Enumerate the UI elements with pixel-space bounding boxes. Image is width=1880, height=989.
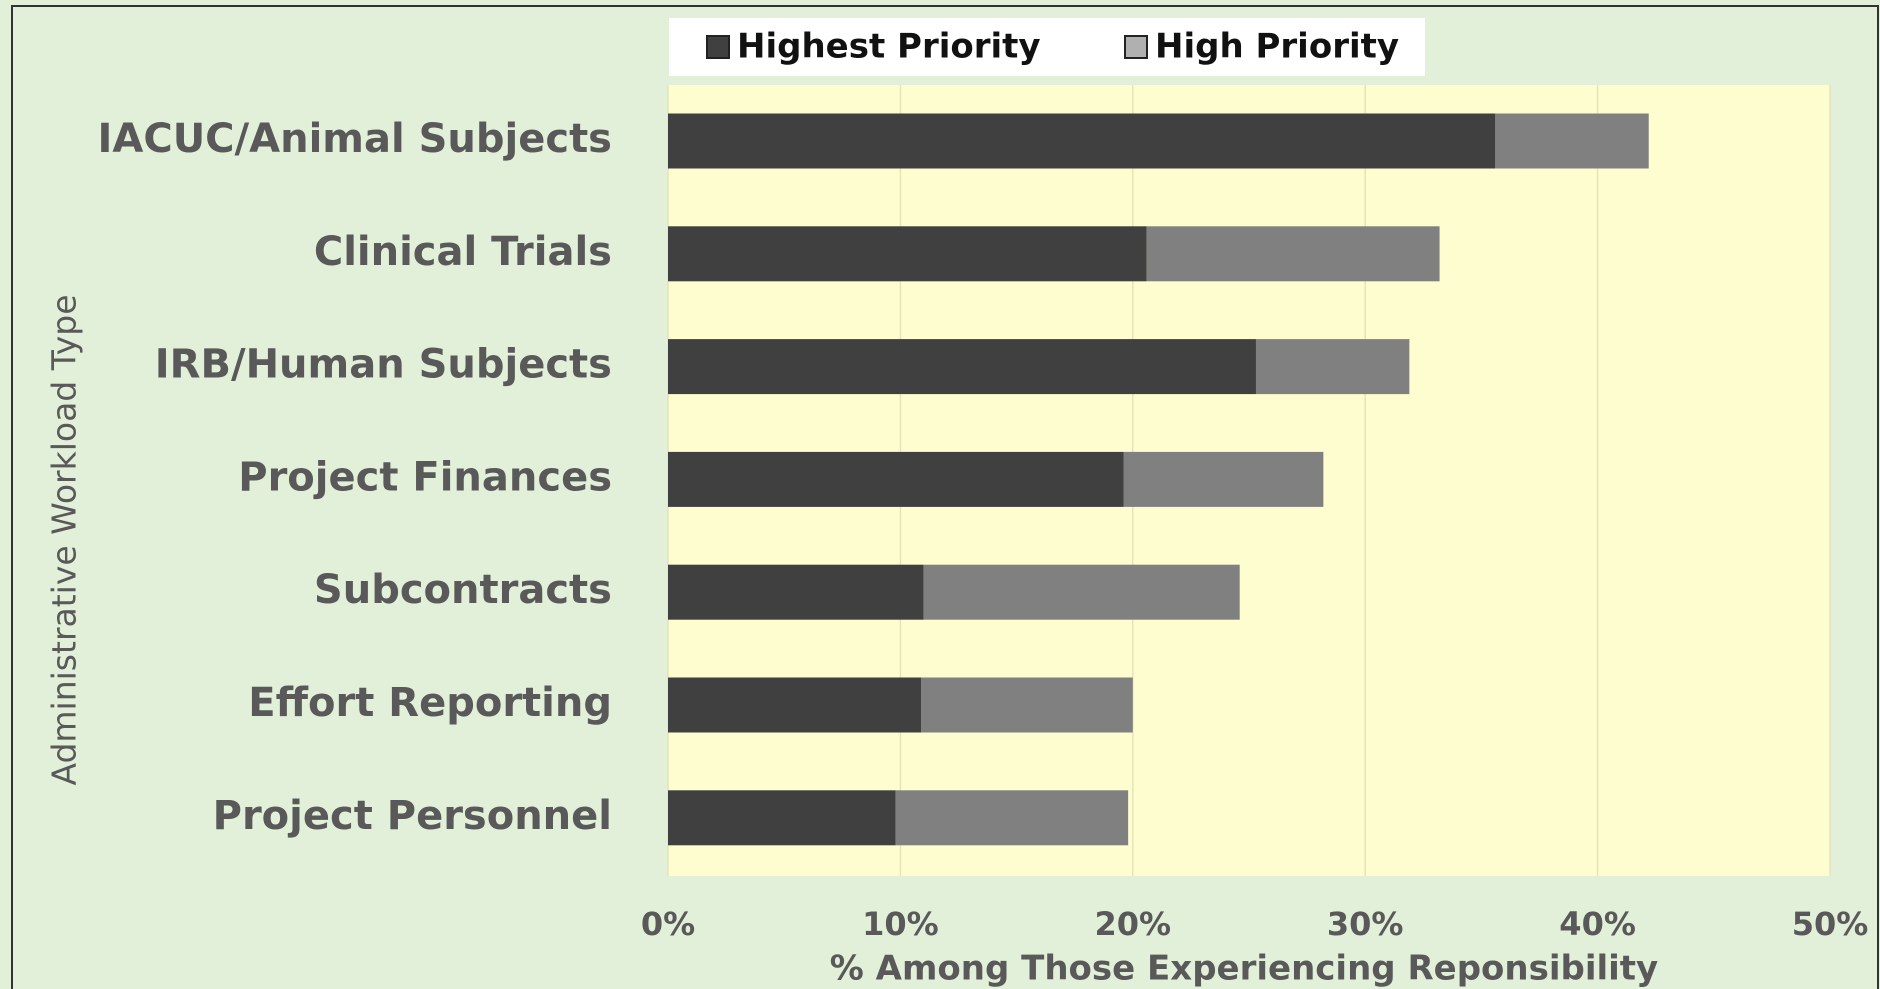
- bar: [1146, 226, 1440, 282]
- x-tick-label: 20%: [1095, 905, 1172, 943]
- legend-swatch: [706, 35, 730, 59]
- bar: [895, 790, 1129, 846]
- bar: [668, 339, 1256, 395]
- x-tick-label: 30%: [1327, 905, 1404, 943]
- frame: [11, 5, 1879, 989]
- bar: [668, 790, 896, 846]
- legend-swatch: [1124, 35, 1148, 59]
- x-tick-label: 10%: [862, 905, 939, 943]
- x-axis-title: % Among Those Experiencing Reponsibility: [830, 949, 1658, 989]
- y-tick-label: IACUC/Animal Subjects: [98, 116, 613, 162]
- x-tick-label: 50%: [1792, 905, 1869, 943]
- y-tick-label: IRB/Human Subjects: [155, 342, 612, 388]
- bar: [668, 226, 1147, 282]
- bar: [1123, 451, 1324, 507]
- bar: [1255, 339, 1410, 395]
- y-tick-label: Project Personnel: [213, 793, 612, 839]
- bar: [1495, 113, 1649, 169]
- y-tick-label: Effort Reporting: [248, 680, 612, 726]
- bar: [668, 451, 1124, 507]
- y-tick-label: Project Finances: [238, 454, 612, 500]
- legend-label: Highest Priority: [737, 27, 1041, 67]
- bar: [923, 564, 1240, 620]
- bar: [921, 677, 1133, 733]
- legend: [669, 18, 1425, 76]
- bar: [668, 113, 1496, 169]
- y-axis-title: Administrative Workload Type: [45, 294, 84, 785]
- x-tick-label: 0%: [641, 905, 695, 943]
- bar: [668, 564, 924, 620]
- legend-label: High Priority: [1155, 27, 1399, 67]
- x-tick-label: 40%: [1559, 905, 1636, 943]
- bar: [668, 677, 922, 733]
- y-tick-label: Clinical Trials: [314, 229, 612, 275]
- y-tick-label: Subcontracts: [314, 567, 612, 613]
